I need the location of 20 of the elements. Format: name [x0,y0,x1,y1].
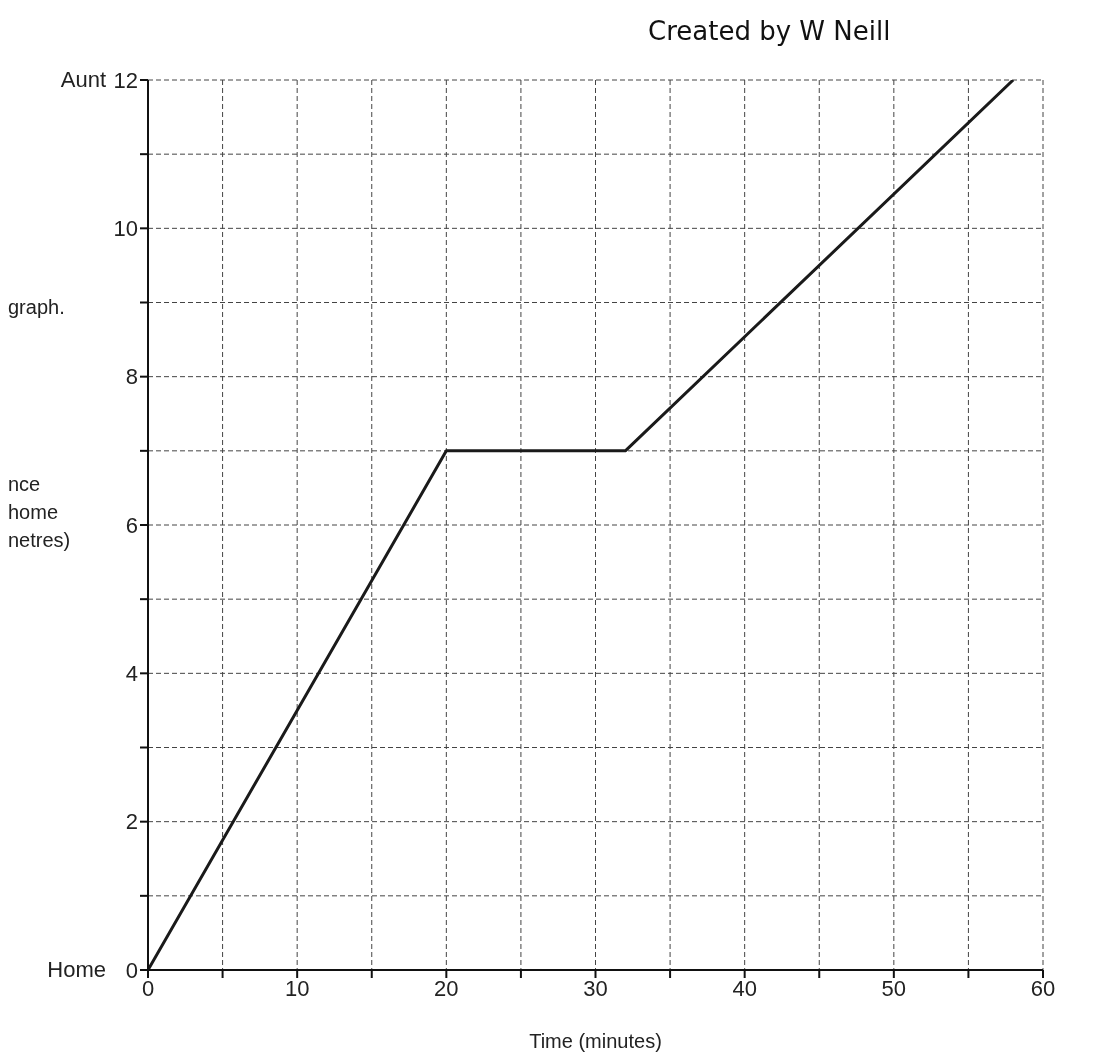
x-tick-label: 30 [583,975,608,1001]
text: Created by W Neill [648,16,891,46]
x-tick-label: 60 [1030,975,1056,1001]
y-tick-label: 0 [125,957,138,983]
y-tick-label: 6 [125,512,138,538]
text: graph. [8,295,65,319]
text: Home [47,957,106,983]
x-tick-label: 20 [434,975,459,1001]
y-axis-title: nce home netres) [8,472,71,554]
x-tick-label: 50 [881,975,907,1001]
y-tick-label: 8 [125,364,138,390]
y-tick-label: 2 [125,809,138,835]
y-tick-label: 12 [113,67,138,93]
x-tick-label: 10 [284,975,310,1001]
x-tick-label: 0 [141,975,155,1001]
text: Aunt [60,67,106,93]
x-tick-label: 40 [732,975,757,1001]
y-tick-label: 10 [113,216,138,242]
x-axis-title: Time (minutes) [529,1030,662,1052]
y-tick-label: 4 [125,661,138,687]
